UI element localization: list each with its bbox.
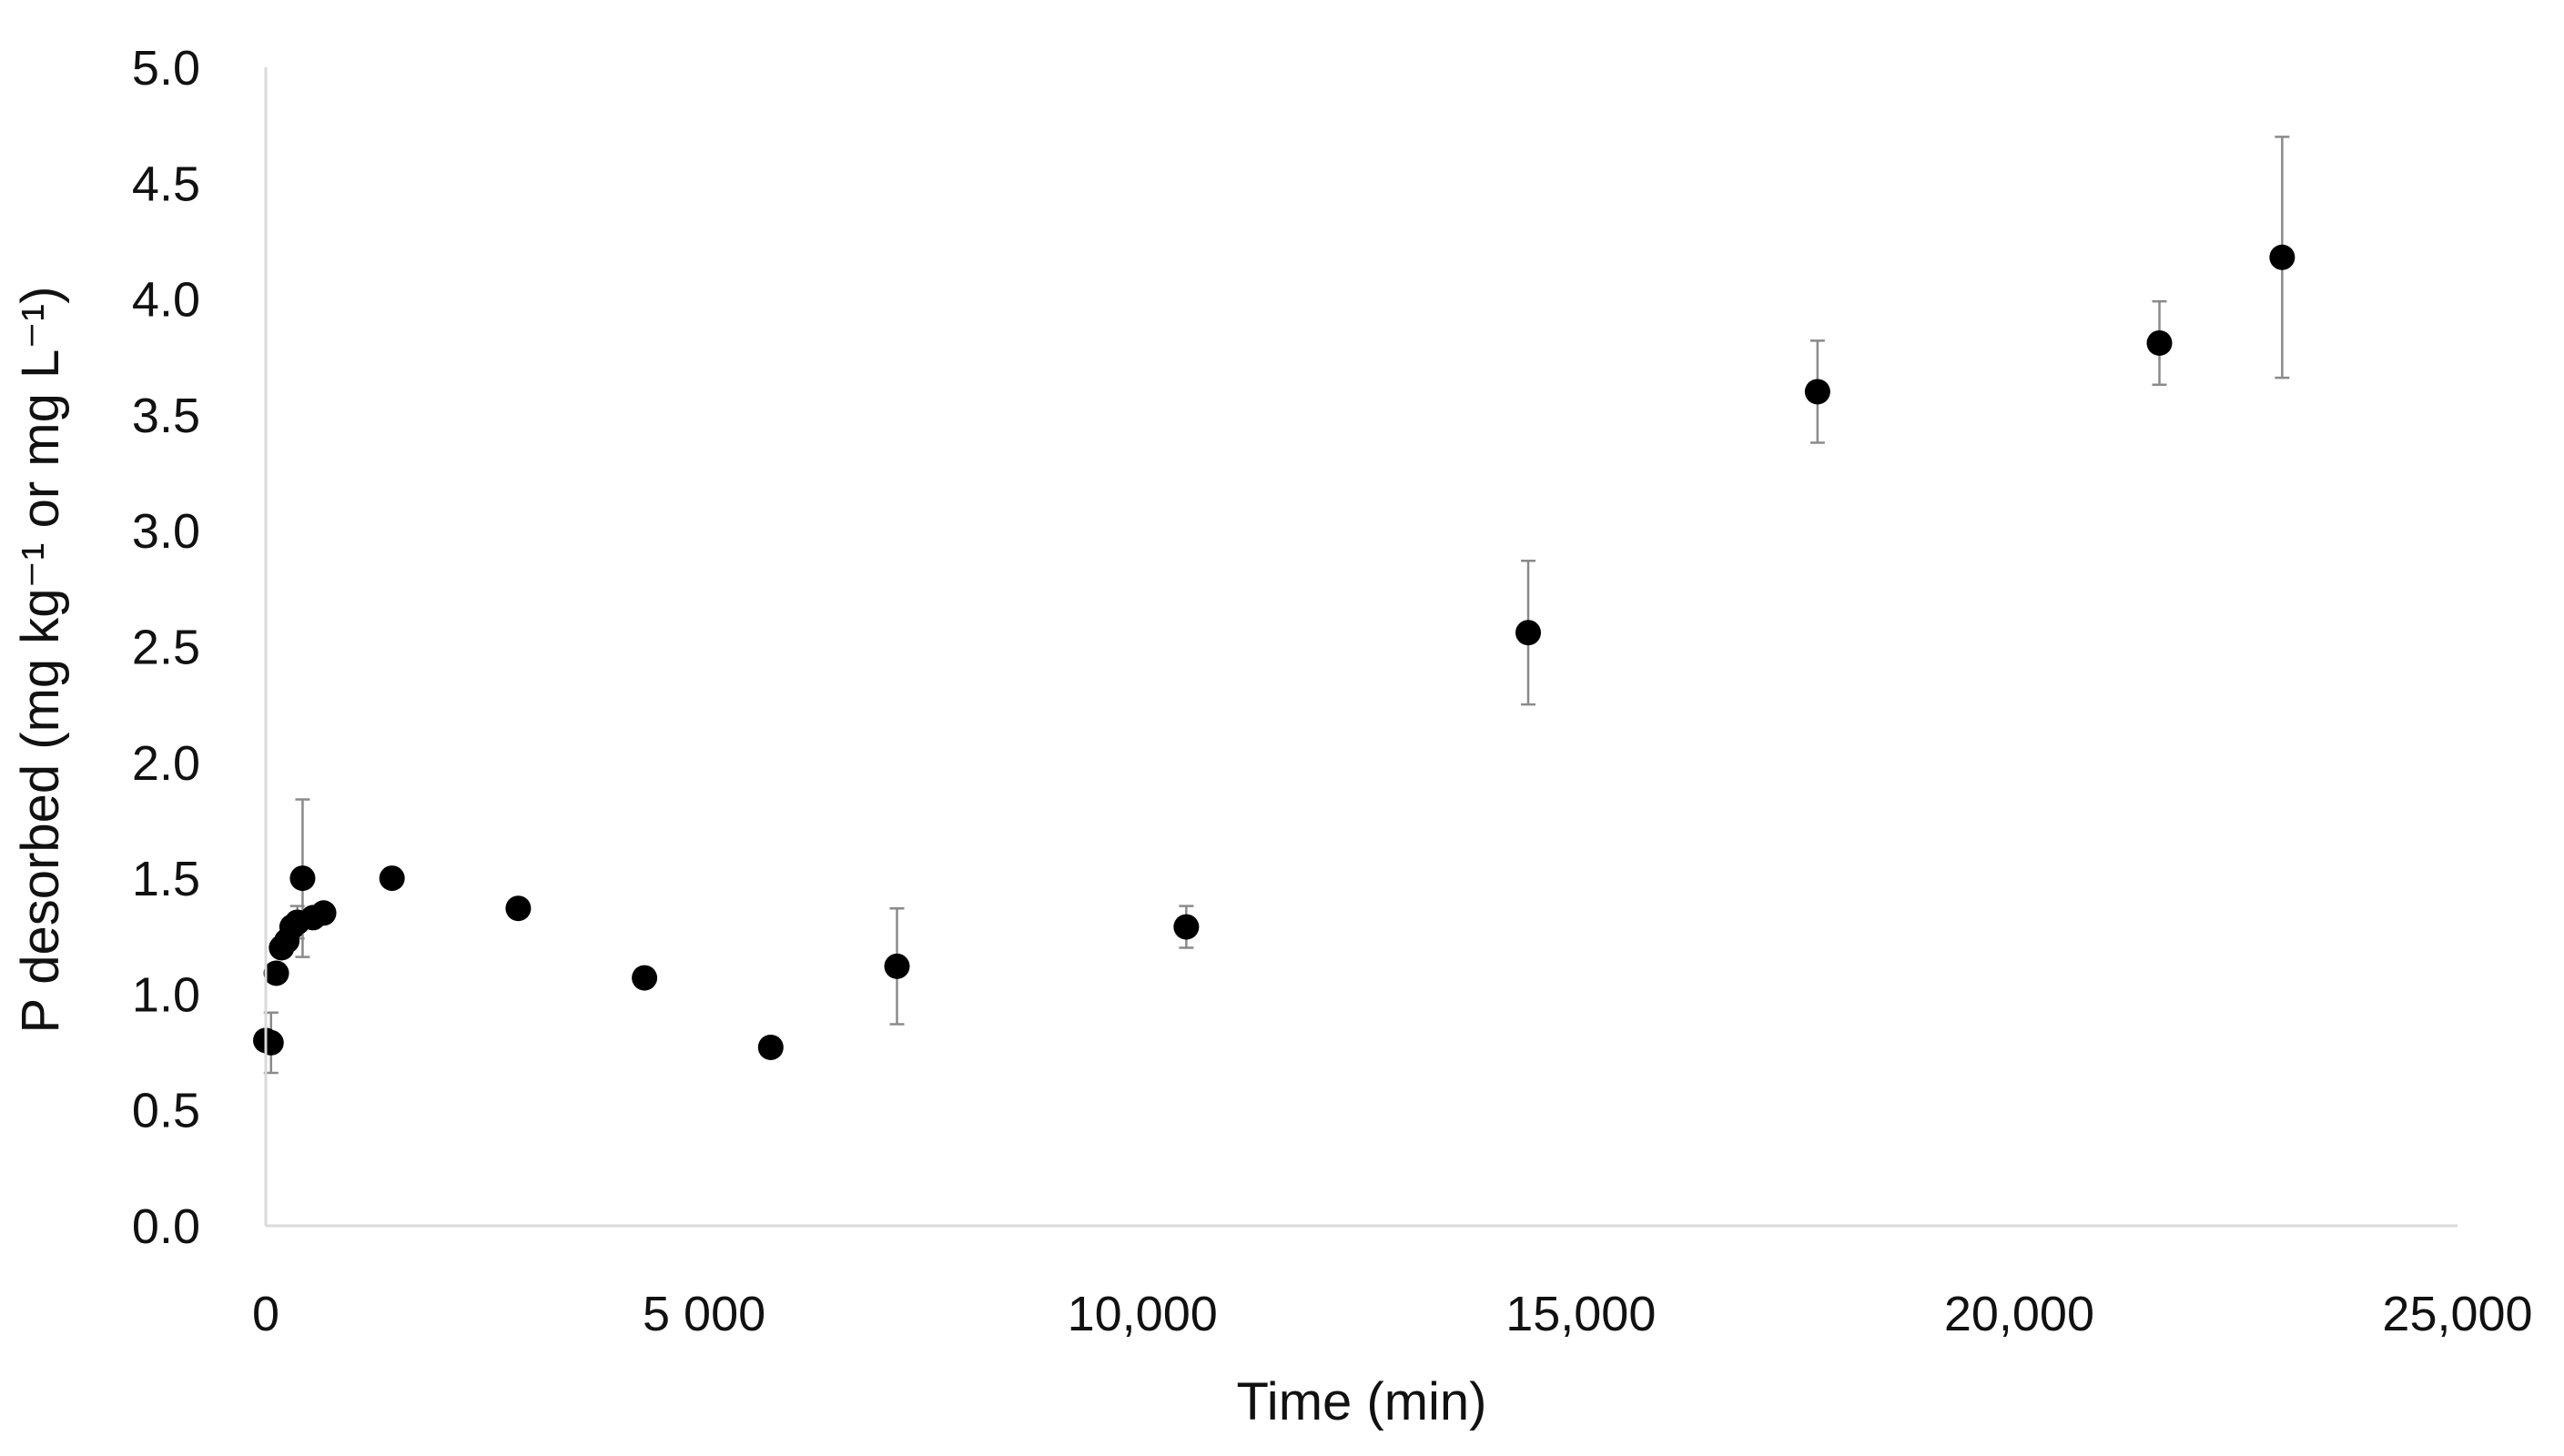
data-point [1804,379,1830,405]
y-axis-ticks: 0.0 0.5 1.0 1.5 2.0 2.5 3.0 3.5 4.0 4.5 5.0 [132,41,200,1254]
data-point [2146,329,2173,356]
x-axis-title: Time (min) [1237,1372,1487,1431]
data-point [379,865,405,892]
data-point [310,900,337,926]
y-tick-label: 3.5 [132,389,200,443]
y-tick-label: 3.0 [132,504,200,559]
y-tick-label: 5.0 [132,41,200,96]
error-bars [263,136,2290,1075]
data-point [2269,244,2295,270]
data-point [884,953,910,979]
y-tick-label: 4.0 [132,273,200,328]
x-tick-label: 10,000 [1068,1287,1218,1341]
y-tick-label: 0.0 [132,1199,200,1254]
data-point [1515,620,1542,646]
y-tick-label: 1.0 [132,967,200,1022]
data-point [258,1029,284,1056]
x-tick-label: 20,000 [1944,1287,2094,1341]
data-point [505,895,532,922]
data-point [289,865,316,892]
y-tick-label: 4.5 [132,157,200,211]
data-point [632,965,658,991]
x-axis-ticks: 0 5 000 10,000 15,000 20,000 25,000 [252,1287,2533,1341]
data-points [253,244,2295,1060]
y-tick-label: 2.0 [132,736,200,791]
x-tick-label: 5 000 [643,1287,765,1341]
x-tick-label: 0 [252,1287,279,1341]
data-point [263,960,289,986]
x-tick-label: 25,000 [2382,1287,2532,1341]
y-axis-title: P desorbed (mg kg⁻¹ or mg L⁻¹) [11,287,70,1034]
y-tick-label: 2.5 [132,621,200,675]
y-tick-label: 0.5 [132,1084,200,1138]
y-tick-label: 1.5 [132,852,200,906]
x-tick-label: 15,000 [1505,1287,1656,1341]
data-point [757,1034,784,1060]
data-point [1173,914,1200,940]
